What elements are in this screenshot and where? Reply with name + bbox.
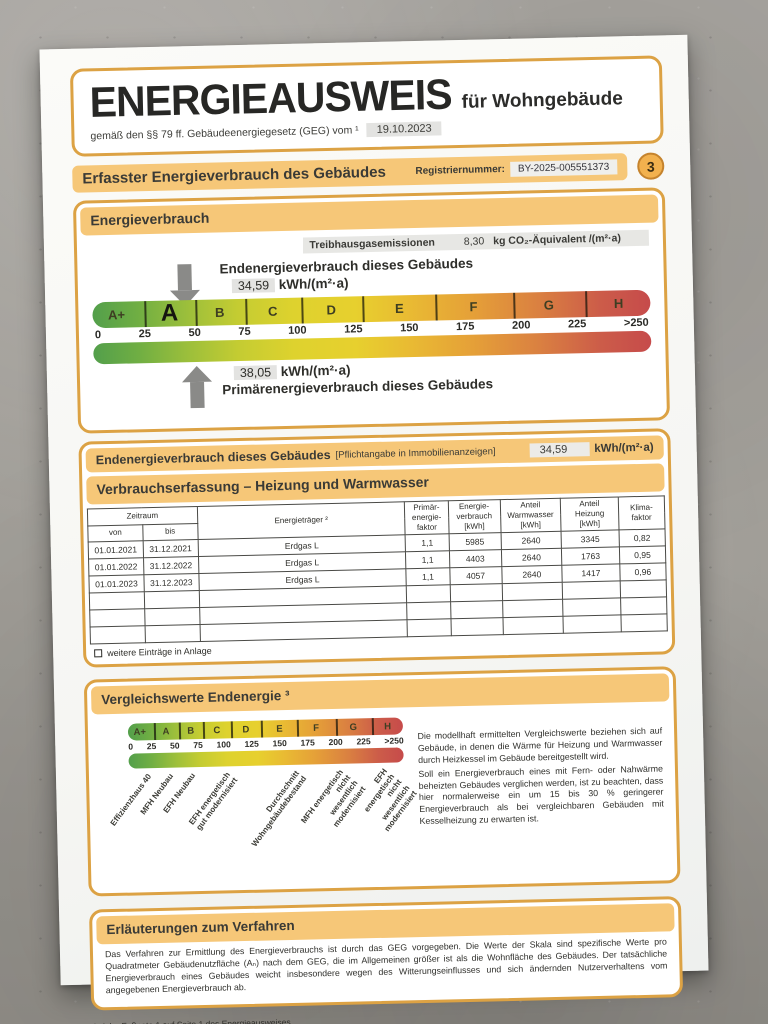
ghg-value: 8,30 [463, 235, 485, 248]
more-entries-label: weitere Einträge in Anlage [107, 645, 212, 659]
class-letter: F [469, 299, 478, 315]
class-letter: A+ [107, 307, 126, 323]
primary-energy-value: 38,05 [233, 365, 278, 381]
vergleichswerte-title: Vergleichswerte Endenergie ³ [101, 687, 290, 708]
energy-certificate-page: ENERGIEAUSWEIS für Wohngebäude gemäß den… [39, 34, 709, 1024]
comparison-explanation: Die modellhaft ermittelten Vergleichswer… [417, 712, 665, 881]
header-box: ENERGIEAUSWEIS für Wohngebäude gemäß den… [69, 55, 664, 157]
col-header-heizung: Anteil Heizung [kWh] [560, 496, 619, 532]
class-letter: E [276, 723, 283, 735]
section-title: Erfasster Energieverbrauch des Gebäudes [82, 163, 386, 188]
issue-date: 19.10.2023 [366, 121, 442, 138]
class-letter: D [242, 723, 250, 736]
class-letter: H [613, 295, 624, 312]
erlaeuterungen-box: Erläuterungen zum Verfahren Das Verfahre… [88, 896, 684, 1011]
class-letter: H [384, 720, 392, 732]
class-letter: A+ [133, 726, 147, 738]
declaration-note: [Pflichtangabe in Immobilienanzeigen] [335, 445, 496, 461]
class-letter: F [313, 722, 320, 734]
section-band-erfasster-verbrauch: Erfasster Energieverbrauch des Gebäudes … [72, 153, 628, 193]
verbrauchserfassung-box: Endenergieverbrauch dieses Gebäudes [Pfl… [78, 428, 676, 668]
class-letter: B [214, 304, 225, 321]
verbrauchserfassung-title: Verbrauchserfassung – Heizung und Warmwa… [96, 473, 430, 498]
col-header-von: von [87, 524, 143, 542]
declaration-unit: kWh/(m²·a) [594, 441, 654, 455]
declaration-value: 34,59 [529, 442, 590, 458]
ghg-label: Treibhausgasemissionen [309, 236, 436, 252]
registration-number: BY-2025-005551373 [509, 159, 618, 177]
class-letter: D [326, 302, 337, 318]
document-title: ENERGIEAUSWEIS [89, 70, 453, 127]
comparison-paragraph-1: Die modellhaft ermittelten Vergleichswer… [417, 725, 663, 765]
registration-label: Registriernummer: [415, 163, 506, 177]
primary-energy-arrow-up-icon [181, 365, 213, 409]
vergleichswerte-box: Vergleichswerte Endenergie ³ A+ A B C D [83, 666, 681, 897]
class-letter: C [213, 724, 221, 736]
comparison-scale: A+ A B C D E F G H 0 25 50 75 100 125 [108, 717, 419, 886]
energieverbrauch-title: Energieverbrauch [90, 209, 210, 229]
col-header-klimafaktor: Klima- faktor [618, 495, 666, 530]
class-letter: G [349, 721, 358, 733]
page-number-badge: 3 [636, 152, 665, 180]
reference-label: EFH energetisch gut modernisiert [187, 770, 240, 832]
class-letter-current: A [160, 299, 179, 327]
col-header-bis: bis [142, 523, 198, 541]
class-letter: B [187, 725, 195, 737]
col-header-energietraeger: Energieträger ² [197, 501, 406, 540]
class-letter: C [267, 303, 278, 319]
class-letter: A [162, 725, 170, 737]
col-header-warmwasser: Anteil Warmwasser [kWh] [499, 498, 562, 533]
col-header-verbrauch: Energie- verbrauch [kWh] [447, 499, 501, 534]
more-entries-checkbox [94, 649, 103, 658]
primary-energy-unit: kWh/(m²·a) [280, 362, 351, 380]
erlaeuterungen-text: Das Verfahren zur Ermittlung des Energie… [104, 936, 668, 995]
consumption-table: Zeitraum Energieträger ² Primär- energie… [87, 495, 668, 644]
energieverbrauch-box: Energieverbrauch Treibhausgasemissionen … [72, 187, 671, 434]
end-energy-value: 34,59 [231, 278, 276, 294]
comparison-paragraph-2: Soll ein Energieverbrauch eines mit Fern… [418, 763, 664, 827]
comparison-reference-labels: Effizienzhaus 40 MFH Neubau EFH Neubau E… [108, 762, 419, 886]
class-letter: E [394, 300, 404, 316]
law-reference: gemäß den §§ 79 ff. Gebäudeenergiegesetz… [90, 124, 359, 143]
energy-scale: A+ A B C D E F G H 0 25 50 75 100 125 150 17… [92, 289, 652, 365]
end-energy-unit: kWh/(m²·a) [278, 275, 349, 293]
col-header-pef: Primär- energie- faktor [404, 500, 449, 535]
ghg-unit: kg CO₂-Äquivalent /(m²·a) [493, 232, 622, 248]
document-subtitle: für Wohngebäude [461, 88, 624, 113]
vergleichswerte-band: Vergleichswerte Endenergie ³ [90, 673, 670, 715]
reference-label: Durchschnitt Wohngebäudebestand [250, 768, 309, 849]
reference-label: EFH energetisch nicht wesentlich moderni… [362, 766, 419, 834]
erlaeuterungen-title: Erläuterungen zum Verfahren [106, 917, 295, 938]
class-letter: G [543, 297, 555, 313]
declaration-label: Endenergieverbrauch dieses Gebäudes [95, 447, 331, 468]
